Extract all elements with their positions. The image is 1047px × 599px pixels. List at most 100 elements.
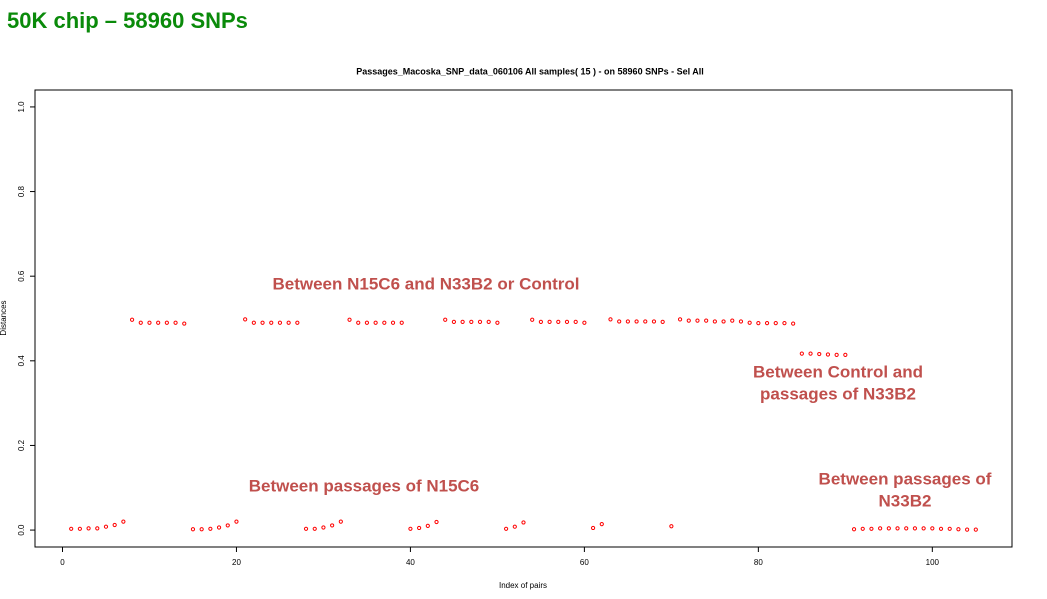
point <box>947 526 952 531</box>
point <box>399 320 404 325</box>
point <box>590 525 596 531</box>
point <box>808 351 813 356</box>
point <box>686 318 691 323</box>
point <box>199 527 204 532</box>
point <box>695 318 700 323</box>
point <box>573 319 578 324</box>
point <box>112 522 117 528</box>
point <box>704 318 709 323</box>
point <box>321 525 326 530</box>
point <box>234 519 239 524</box>
point <box>138 320 143 325</box>
point <box>425 523 430 528</box>
point <box>173 320 178 325</box>
point <box>712 319 717 324</box>
point <box>608 317 613 322</box>
point <box>260 320 265 325</box>
annotation: passages of N33B2 <box>760 384 916 403</box>
point <box>277 320 283 325</box>
point <box>956 527 961 532</box>
point <box>773 321 778 326</box>
point <box>764 321 770 326</box>
annotation: Between N15C6 and N33B2 or Control <box>272 274 579 293</box>
point <box>634 319 639 324</box>
annotation: Between Control and <box>753 362 923 381</box>
point <box>660 319 665 324</box>
point <box>364 320 370 325</box>
point <box>677 317 683 322</box>
point <box>643 319 648 324</box>
annotation: N33B2 <box>879 491 932 510</box>
y-tick-label: 0.4 <box>17 355 26 367</box>
y-tick-label: 0.0 <box>17 524 26 536</box>
point <box>530 317 535 322</box>
point <box>930 526 935 531</box>
point <box>469 319 474 324</box>
point <box>417 525 422 531</box>
plot-frame <box>34 89 1013 548</box>
point <box>451 319 457 324</box>
point <box>582 320 587 325</box>
point <box>738 319 744 324</box>
point <box>747 320 752 325</box>
point <box>147 320 152 325</box>
annotation: Between passages of <box>819 469 992 488</box>
y-tick-label: 1.0 <box>17 101 26 113</box>
point <box>243 317 248 322</box>
point <box>599 522 604 527</box>
y-axis-label: Distances <box>0 300 8 335</box>
annotation: Between passages of N15C6 <box>249 476 480 495</box>
point <box>190 527 196 532</box>
point <box>121 519 126 524</box>
slide-title: 50K chip – 58960 SNPs <box>7 8 248 33</box>
point <box>330 523 335 528</box>
point <box>77 526 82 531</box>
point <box>295 320 300 325</box>
y-tick-label: 0.2 <box>17 439 26 451</box>
point <box>382 320 387 325</box>
point <box>156 320 161 325</box>
point <box>477 319 483 324</box>
point <box>373 320 378 325</box>
point <box>390 320 396 325</box>
y-tick-label: 0.6 <box>17 270 26 282</box>
x-axis-label: Index of pairs <box>499 581 547 590</box>
point <box>799 351 804 356</box>
point <box>851 527 857 532</box>
point <box>303 526 309 531</box>
point <box>564 319 570 324</box>
point <box>556 319 561 324</box>
point <box>825 352 831 357</box>
point <box>225 523 230 528</box>
point <box>216 525 222 530</box>
point <box>965 527 970 532</box>
point <box>869 526 874 531</box>
point <box>95 526 100 531</box>
point <box>164 320 169 325</box>
point <box>312 526 317 531</box>
point <box>69 526 74 531</box>
point <box>938 526 944 531</box>
point <box>843 352 848 357</box>
point <box>878 526 883 531</box>
point <box>782 321 787 326</box>
point <box>547 319 552 324</box>
point <box>347 317 352 322</box>
point <box>625 319 630 324</box>
point <box>730 318 735 323</box>
x-tick-label: 40 <box>406 558 415 567</box>
point <box>286 320 291 325</box>
point <box>834 352 839 357</box>
point <box>129 317 135 322</box>
point <box>895 526 900 531</box>
point <box>791 321 796 326</box>
point <box>338 519 343 524</box>
x-tick-label: 0 <box>60 558 65 567</box>
x-tick-label: 80 <box>754 558 763 567</box>
x-tick-label: 20 <box>232 558 241 567</box>
point <box>208 526 213 531</box>
point <box>721 319 726 324</box>
point <box>504 526 509 531</box>
